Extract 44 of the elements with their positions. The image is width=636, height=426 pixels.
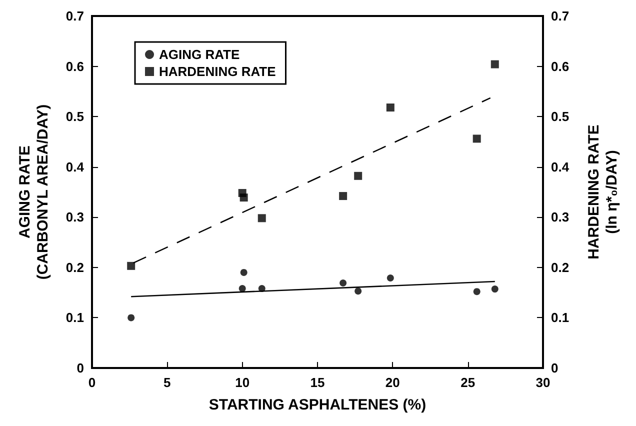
point: [490, 60, 499, 68]
point: [354, 288, 362, 295]
y2-tick-label: 0.7: [551, 8, 570, 24]
y2-tick-label: 0.2: [551, 260, 570, 275]
y-tick-label: 0.5: [66, 109, 84, 124]
y2-tick-label: 0.6: [551, 58, 570, 74]
point: [386, 274, 394, 282]
x-tick-label: 20: [385, 375, 400, 390]
y-tick-label: 0.3: [66, 210, 84, 225]
y-tick-label: 0.1: [66, 310, 84, 326]
y-tick-label: 0: [76, 360, 84, 376]
point: [473, 288, 480, 296]
point: [127, 262, 136, 270]
point: [258, 214, 266, 222]
x-tick-label: 25: [460, 375, 476, 390]
legend-label: AGING RATE: [159, 47, 240, 62]
y2-tick-label: 0: [551, 360, 558, 376]
y2-tick-label: 0.3: [551, 210, 570, 225]
y-tick-label: 0.2: [66, 260, 84, 275]
x-tick-label: 0: [88, 375, 96, 390]
y2-tick-label: 0.1: [551, 310, 570, 326]
point: [472, 134, 481, 143]
x-tick-label: 30: [536, 375, 550, 390]
point: [340, 280, 347, 287]
x-tick-label: 5: [164, 375, 171, 390]
y-tick-label: 0.7: [66, 8, 84, 24]
point: [128, 314, 135, 322]
point: [491, 286, 498, 293]
y-tick-label: 0.6: [66, 58, 84, 74]
x-axis-title: STARTING ASPHALTENES (%): [208, 396, 426, 414]
point: [240, 268, 248, 276]
x-tick-label: 15: [310, 375, 325, 390]
y-axis-title: AGING RATE (CARBONYL AREA/DAY): [16, 104, 52, 280]
y2-tick-label: 0.4: [551, 159, 570, 174]
x-tick-label: 10: [235, 375, 250, 390]
legend-label: HARDENING RATE: [159, 64, 276, 79]
point: [240, 194, 248, 202]
y2-axis-title: HARDENING RATE (ln η*₀/DAY): [586, 124, 620, 260]
point: [339, 192, 348, 200]
y2-tick-label: 0.5: [551, 109, 570, 124]
point: [238, 285, 246, 292]
point: [354, 172, 362, 180]
point: [386, 104, 394, 112]
y-tick-label: 0.4: [66, 159, 85, 174]
